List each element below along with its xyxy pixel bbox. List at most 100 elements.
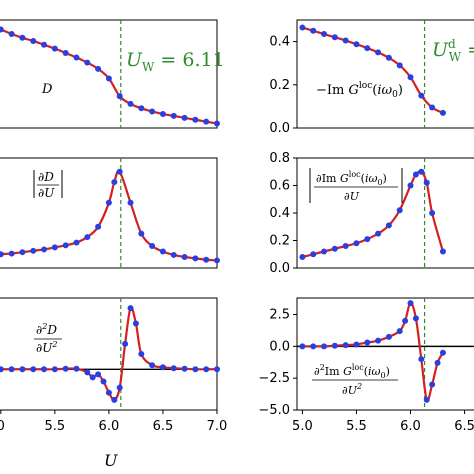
svg-text:∂U2: ∂U2 (36, 340, 57, 355)
data-point (364, 339, 371, 346)
y-tick-label: 2.5 (269, 308, 290, 323)
data-point (181, 254, 188, 260)
x-tick-label: 5.0 (292, 419, 313, 434)
data-point (310, 343, 317, 350)
y-tick-label: 0.4 (269, 206, 290, 221)
data-point (321, 343, 328, 350)
y-tick-label: 0.6 (269, 179, 290, 194)
data-point (192, 255, 199, 262)
data-point (116, 93, 123, 100)
data-point (105, 389, 112, 396)
data-point (0, 26, 4, 33)
data-point (19, 249, 26, 256)
data-point (132, 320, 139, 327)
data-point (95, 223, 102, 230)
y-tick-label: −2.5 (258, 371, 290, 386)
data-point (439, 109, 446, 116)
uw-label-left: UW = 6.11 (126, 49, 225, 74)
data-point (192, 116, 199, 123)
data-point (412, 171, 419, 178)
data-point (138, 105, 145, 112)
data-point (429, 381, 436, 388)
x-axis-label-left: U (104, 451, 118, 470)
y-tick-label: 0.4 (269, 35, 290, 50)
panel-frame (296, 19, 474, 129)
data-point (116, 168, 123, 175)
panel-dD (0, 157, 220, 269)
panel-frame (0, 19, 218, 129)
panel-D (0, 19, 220, 129)
data-point (0, 366, 4, 373)
data-point (429, 210, 436, 216)
data-point (342, 342, 349, 349)
x-tick-label: 6.5 (454, 419, 474, 434)
uw-label-right: UdW = (432, 37, 474, 64)
data-point (418, 168, 425, 175)
data-point (375, 49, 382, 56)
data-point (30, 37, 37, 44)
data-point (331, 342, 338, 349)
data-point (127, 199, 134, 206)
data-point (299, 254, 306, 260)
label-dD: ∂D ∂U (33, 170, 63, 200)
data-point (407, 300, 414, 307)
data-point (19, 34, 26, 41)
data-point (73, 54, 80, 61)
y-tick-label: 0.0 (269, 339, 290, 354)
panel-d2ImG: 2.5 0.0 −2.5 −5.0 (258, 297, 474, 418)
data-point (402, 317, 409, 324)
data-point (299, 24, 306, 31)
y-tick-label: 0.2 (269, 234, 290, 249)
data-point (159, 248, 166, 255)
svg-text:∂U: ∂U (344, 190, 360, 203)
data-point (8, 30, 15, 37)
data-point (321, 31, 328, 38)
data-point (310, 27, 317, 34)
data-point (73, 365, 80, 372)
data-point (385, 333, 392, 340)
data-point (299, 343, 306, 350)
data-point (439, 349, 446, 356)
data-point (214, 120, 220, 127)
panel-dImG: 0.0 0.2 0.4 0.6 0.8 (269, 151, 474, 276)
x-tick-label: 6.5 (153, 419, 174, 434)
svg-text:∂D: ∂D (38, 170, 54, 184)
data-point (111, 396, 118, 403)
data-point (100, 378, 107, 385)
data-point (84, 59, 91, 66)
data-point (30, 366, 37, 373)
data-point (127, 305, 134, 312)
data-point (429, 104, 436, 111)
data-point (149, 362, 156, 369)
data-point (127, 100, 134, 107)
data-point (41, 246, 48, 253)
data-point (396, 328, 403, 335)
data-point (423, 396, 430, 403)
svg-text:∂2D: ∂2D (36, 322, 57, 337)
data-point (0, 251, 4, 258)
panel-frame (0, 157, 218, 269)
data-point (331, 245, 338, 252)
data-point (375, 337, 382, 344)
x-tick-label: 6.0 (99, 419, 120, 434)
svg-text:∂Im Gloc(iω0): ∂Im Gloc(iω0) (316, 170, 387, 187)
x-tick-label: 0 (0, 419, 5, 434)
data-point (51, 244, 58, 251)
data-point (116, 384, 123, 391)
svg-text:∂U: ∂U (38, 186, 55, 200)
data-point (122, 340, 129, 347)
data-point (159, 111, 166, 118)
y-tick-label: 0.0 (269, 261, 290, 276)
data-point (95, 371, 102, 378)
data-point (73, 239, 80, 246)
data-point (30, 247, 37, 254)
data-point (375, 230, 382, 237)
label-d2D: ∂2D ∂U2 (34, 322, 62, 355)
data-point (19, 366, 26, 373)
data-point (84, 234, 91, 241)
y-tick-label: 0.2 (269, 78, 290, 93)
data-point (321, 248, 328, 255)
data-point (51, 45, 58, 52)
data-point (423, 179, 430, 186)
